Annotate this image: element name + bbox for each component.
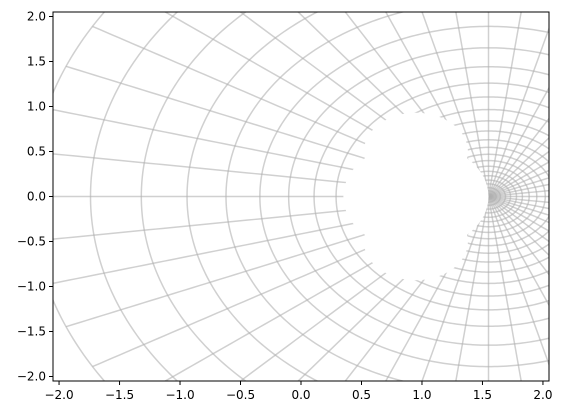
mesh-radial-curve <box>487 196 549 367</box>
mesh-radial-curve <box>455 196 490 381</box>
mesh-radial-curve <box>487 136 549 198</box>
mesh-radial-curve <box>488 195 549 224</box>
y-tick-label: 2.0 <box>27 10 46 24</box>
x-axis-ticks: −2.0 −1.5 −1.0 −0.5 0.0 0.5 1.0 1.5 2.0 <box>44 381 552 402</box>
x-tick-label: 2.0 <box>533 388 552 402</box>
x-tick-label: −0.5 <box>226 388 255 402</box>
y-tick-label: −1.5 <box>17 325 46 339</box>
y-tick-label: 0.0 <box>27 190 46 204</box>
y-tick-label: 0.5 <box>27 145 46 159</box>
mesh-radial-curve <box>488 150 549 198</box>
mesh-radial-curve <box>421 12 490 197</box>
mesh-lines <box>53 12 549 381</box>
x-tick-label: 1.5 <box>473 388 492 402</box>
mesh-radial-curve <box>421 196 490 381</box>
mesh-radial-curve <box>455 12 490 197</box>
y-tick-label: 1.5 <box>27 55 46 69</box>
x-tick-label: 0.5 <box>352 388 371 402</box>
mesh-radial-curve <box>487 195 549 257</box>
y-tick-label: −1.0 <box>17 280 46 294</box>
mesh-radial-curve <box>487 86 549 197</box>
x-tick-label: −1.0 <box>165 388 194 402</box>
mesh-radial-curve <box>487 196 549 276</box>
x-tick-label: 1.0 <box>412 388 431 402</box>
mesh-radial-curve <box>487 117 549 197</box>
x-tick-label: −1.5 <box>105 388 134 402</box>
obstacle-lobe <box>343 142 489 251</box>
y-axis-ticks: −2.0 −1.5 −1.0 −0.5 0.0 0.5 1.0 1.5 2.0 <box>17 10 53 384</box>
y-tick-label: −2.0 <box>17 370 46 384</box>
x-tick-label: −2.0 <box>44 388 73 402</box>
mesh-radial-curve <box>488 169 549 198</box>
mesh-radial-curve <box>487 196 549 307</box>
mesh-radial-curve <box>487 196 522 381</box>
y-tick-label: −0.5 <box>17 235 46 249</box>
mesh-radial-curve <box>488 195 549 243</box>
mesh-radial-curve <box>487 26 549 197</box>
y-tick-label: 1.0 <box>27 100 46 114</box>
mesh-radial-curve <box>487 12 522 197</box>
x-tick-label: 0.0 <box>291 388 310 402</box>
